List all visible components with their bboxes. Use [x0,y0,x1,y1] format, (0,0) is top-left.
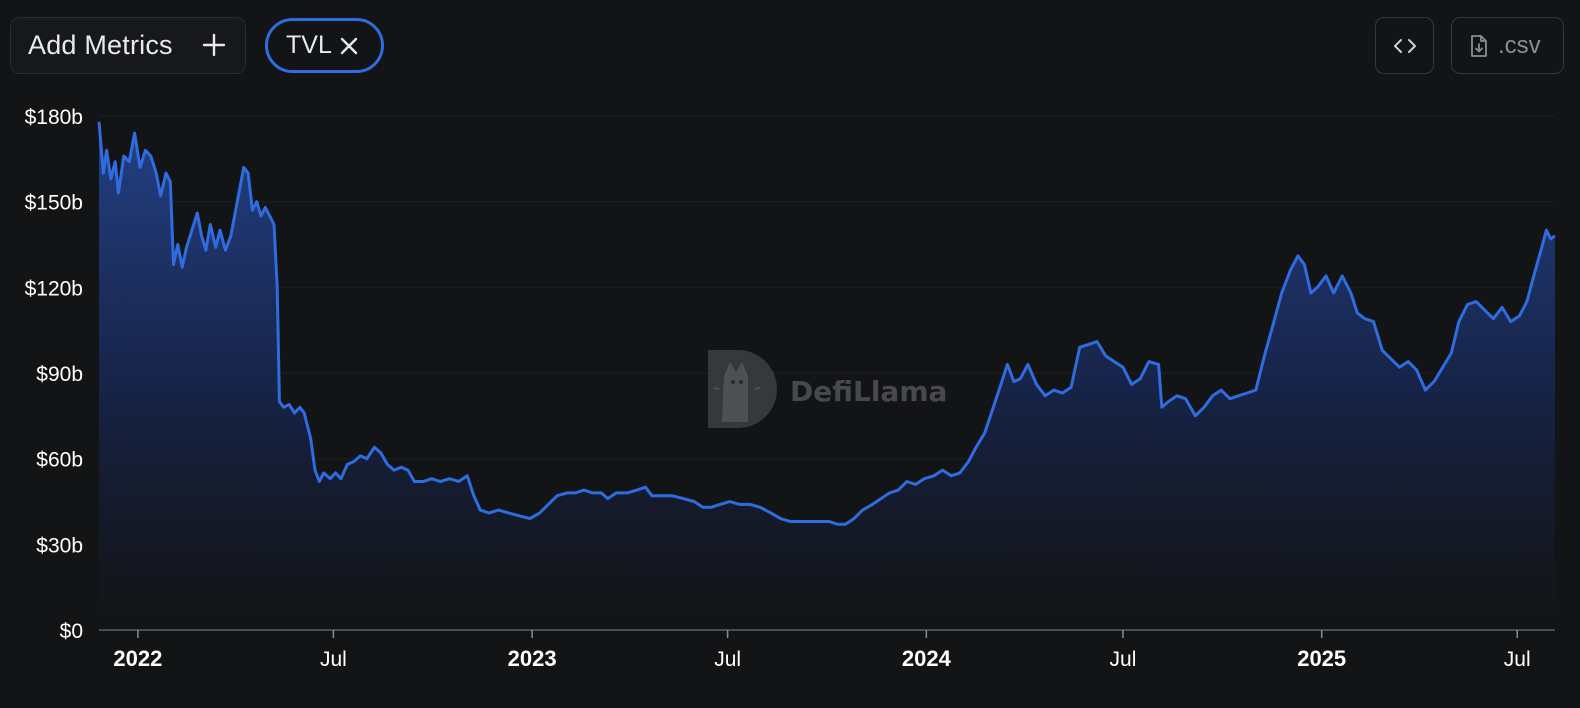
csv-download-button[interactable]: .csv [1451,17,1564,74]
add-metrics-label: Add Metrics [28,30,173,60]
metric-chip-label: TVL [286,31,332,59]
watermark-text: DefiLlama [790,375,947,408]
file-download-icon [1471,34,1487,57]
llama-logo-icon [708,350,777,428]
x-tick-label: 2022 [113,646,162,671]
chart-toolbar: Add Metrics TVL [0,0,1580,92]
y-tick-label: $150b [25,192,83,215]
defillama-watermark: DefiLlama [708,350,947,428]
plus-icon [202,33,226,57]
embed-button[interactable] [1375,17,1434,74]
x-tick-label: 2025 [1297,646,1346,671]
x-tick-label: 2024 [902,646,952,671]
x-tick-label: Jul [1504,648,1531,671]
tvl-area-fill [99,121,1555,630]
y-tick-label: $60b [36,449,83,472]
csv-label: .csv [1498,31,1541,59]
x-tick-label: 2023 [508,646,557,671]
y-tick-label: $90b [36,363,83,386]
tvl-area-chart[interactable]: DefiLlama $0 $30b $60b $90b $120b $150b $180b 2… [0,92,1580,708]
x-tick-label: Jul [1110,648,1137,671]
y-tick-label: $120b [25,277,83,300]
metric-chip-tvl[interactable]: TVL [265,18,384,73]
code-icon [1393,38,1416,53]
y-tick-label: $30b [36,534,83,557]
axes: $0 $30b $60b $90b $120b $150b $180b 2022 Jul 2023… [25,106,1555,671]
x-tick-label: Jul [320,648,347,671]
add-metrics-button[interactable]: Add Metrics [10,17,246,74]
y-tick-label: $180b [25,106,83,129]
x-tick-label: Jul [714,648,741,671]
tvl-area [97,121,1556,630]
close-icon[interactable] [339,36,359,56]
y-tick-label: $0 [60,620,83,643]
tvl-series-line[interactable] [97,121,1556,526]
